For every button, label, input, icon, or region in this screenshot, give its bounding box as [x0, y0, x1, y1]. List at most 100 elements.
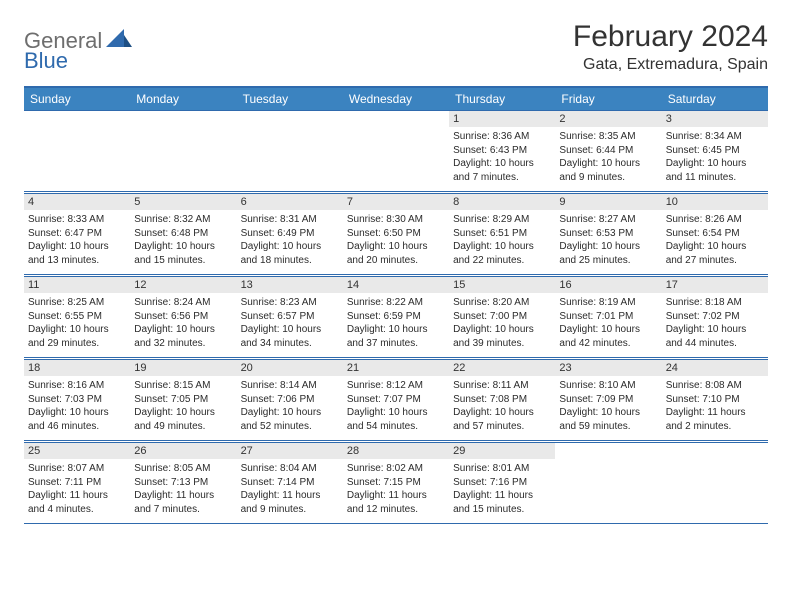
sunrise-text: Sunrise: 8:12 AM: [347, 379, 445, 393]
day-cell: 13Sunrise: 8:23 AMSunset: 6:57 PMDayligh…: [237, 277, 343, 357]
day-number: 6: [237, 194, 343, 210]
day-number: 11: [24, 277, 130, 293]
day-cell: 18Sunrise: 8:16 AMSunset: 7:03 PMDayligh…: [24, 360, 130, 440]
sunset-text: Sunset: 6:57 PM: [241, 310, 339, 324]
day-body: Sunrise: 8:34 AMSunset: 6:45 PMDaylight:…: [662, 127, 768, 190]
sunrise-text: Sunrise: 8:01 AM: [453, 462, 551, 476]
day-body: Sunrise: 8:32 AMSunset: 6:48 PMDaylight:…: [130, 210, 236, 273]
sunset-text: Sunset: 7:08 PM: [453, 393, 551, 407]
daylight-text: Daylight: 10 hours and 29 minutes.: [28, 323, 126, 350]
day-cell: 1Sunrise: 8:36 AMSunset: 6:43 PMDaylight…: [449, 111, 555, 191]
day-number: 7: [343, 194, 449, 210]
sunset-text: Sunset: 6:55 PM: [28, 310, 126, 324]
day-number: 13: [237, 277, 343, 293]
sunrise-text: Sunrise: 8:02 AM: [347, 462, 445, 476]
day-body: Sunrise: 8:12 AMSunset: 7:07 PMDaylight:…: [343, 376, 449, 439]
sunset-text: Sunset: 7:11 PM: [28, 476, 126, 490]
day-cell: 11Sunrise: 8:25 AMSunset: 6:55 PMDayligh…: [24, 277, 130, 357]
sunset-text: Sunset: 7:06 PM: [241, 393, 339, 407]
sunset-text: Sunset: 7:15 PM: [347, 476, 445, 490]
logo-triangle-icon: [106, 29, 132, 54]
sunset-text: Sunset: 7:09 PM: [559, 393, 657, 407]
daylight-text: Daylight: 10 hours and 9 minutes.: [559, 157, 657, 184]
sunrise-text: Sunrise: 8:08 AM: [666, 379, 764, 393]
sunrise-text: Sunrise: 8:10 AM: [559, 379, 657, 393]
sunset-text: Sunset: 7:03 PM: [28, 393, 126, 407]
sunset-text: Sunset: 6:43 PM: [453, 144, 551, 158]
day-cell: 26Sunrise: 8:05 AMSunset: 7:13 PMDayligh…: [130, 443, 236, 523]
daylight-text: Daylight: 10 hours and 11 minutes.: [666, 157, 764, 184]
day-number: 29: [449, 443, 555, 459]
daylight-text: Daylight: 10 hours and 46 minutes.: [28, 406, 126, 433]
page-title: February 2024: [573, 20, 768, 54]
sunrise-text: Sunrise: 8:24 AM: [134, 296, 232, 310]
day-body: Sunrise: 8:35 AMSunset: 6:44 PMDaylight:…: [555, 127, 661, 190]
day-number: [343, 111, 449, 127]
day-cell: 9Sunrise: 8:27 AMSunset: 6:53 PMDaylight…: [555, 194, 661, 274]
location-subtitle: Gata, Extremadura, Spain: [573, 56, 768, 74]
day-cell: 2Sunrise: 8:35 AMSunset: 6:44 PMDaylight…: [555, 111, 661, 191]
day-cell: 20Sunrise: 8:14 AMSunset: 7:06 PMDayligh…: [237, 360, 343, 440]
day-body: Sunrise: 8:31 AMSunset: 6:49 PMDaylight:…: [237, 210, 343, 273]
sunrise-text: Sunrise: 8:29 AM: [453, 213, 551, 227]
day-body: Sunrise: 8:24 AMSunset: 6:56 PMDaylight:…: [130, 293, 236, 356]
sunrise-text: Sunrise: 8:07 AM: [28, 462, 126, 476]
day-cell: 3Sunrise: 8:34 AMSunset: 6:45 PMDaylight…: [662, 111, 768, 191]
sunset-text: Sunset: 7:13 PM: [134, 476, 232, 490]
daylight-text: Daylight: 10 hours and 42 minutes.: [559, 323, 657, 350]
day-number: 25: [24, 443, 130, 459]
sunset-text: Sunset: 6:49 PM: [241, 227, 339, 241]
daylight-text: Daylight: 10 hours and 13 minutes.: [28, 240, 126, 267]
daylight-text: Daylight: 10 hours and 49 minutes.: [134, 406, 232, 433]
day-number: 10: [662, 194, 768, 210]
sunset-text: Sunset: 7:02 PM: [666, 310, 764, 324]
day-cell: 25Sunrise: 8:07 AMSunset: 7:11 PMDayligh…: [24, 443, 130, 523]
day-number: 21: [343, 360, 449, 376]
day-cell: 29Sunrise: 8:01 AMSunset: 7:16 PMDayligh…: [449, 443, 555, 523]
day-cell: 4Sunrise: 8:33 AMSunset: 6:47 PMDaylight…: [24, 194, 130, 274]
day-body: Sunrise: 8:11 AMSunset: 7:08 PMDaylight:…: [449, 376, 555, 439]
day-cell: [343, 111, 449, 191]
sunset-text: Sunset: 7:14 PM: [241, 476, 339, 490]
sunset-text: Sunset: 6:48 PM: [134, 227, 232, 241]
sunset-text: Sunset: 7:05 PM: [134, 393, 232, 407]
day-cell: [24, 111, 130, 191]
daylight-text: Daylight: 10 hours and 34 minutes.: [241, 323, 339, 350]
daylight-text: Daylight: 10 hours and 22 minutes.: [453, 240, 551, 267]
day-cell: 27Sunrise: 8:04 AMSunset: 7:14 PMDayligh…: [237, 443, 343, 523]
sunrise-text: Sunrise: 8:23 AM: [241, 296, 339, 310]
day-body: Sunrise: 8:26 AMSunset: 6:54 PMDaylight:…: [662, 210, 768, 273]
day-number: 2: [555, 111, 661, 127]
day-cell: 12Sunrise: 8:24 AMSunset: 6:56 PMDayligh…: [130, 277, 236, 357]
daylight-text: Daylight: 10 hours and 20 minutes.: [347, 240, 445, 267]
day-body: Sunrise: 8:08 AMSunset: 7:10 PMDaylight:…: [662, 376, 768, 439]
sunrise-text: Sunrise: 8:35 AM: [559, 130, 657, 144]
day-number: 1: [449, 111, 555, 127]
day-cell: 23Sunrise: 8:10 AMSunset: 7:09 PMDayligh…: [555, 360, 661, 440]
day-number: [237, 111, 343, 127]
day-body: Sunrise: 8:23 AMSunset: 6:57 PMDaylight:…: [237, 293, 343, 356]
daylight-text: Daylight: 10 hours and 59 minutes.: [559, 406, 657, 433]
daylight-text: Daylight: 10 hours and 52 minutes.: [241, 406, 339, 433]
day-body: Sunrise: 8:07 AMSunset: 7:11 PMDaylight:…: [24, 459, 130, 522]
sunrise-text: Sunrise: 8:27 AM: [559, 213, 657, 227]
day-body: Sunrise: 8:29 AMSunset: 6:51 PMDaylight:…: [449, 210, 555, 273]
weekday-header: Wednesday: [343, 88, 449, 110]
sunrise-text: Sunrise: 8:26 AM: [666, 213, 764, 227]
day-body: Sunrise: 8:14 AMSunset: 7:06 PMDaylight:…: [237, 376, 343, 439]
sunrise-text: Sunrise: 8:04 AM: [241, 462, 339, 476]
week-row: 11Sunrise: 8:25 AMSunset: 6:55 PMDayligh…: [24, 276, 768, 358]
day-body: Sunrise: 8:27 AMSunset: 6:53 PMDaylight:…: [555, 210, 661, 273]
day-cell: 16Sunrise: 8:19 AMSunset: 7:01 PMDayligh…: [555, 277, 661, 357]
day-cell: 5Sunrise: 8:32 AMSunset: 6:48 PMDaylight…: [130, 194, 236, 274]
weekday-header: Saturday: [662, 88, 768, 110]
day-cell: 10Sunrise: 8:26 AMSunset: 6:54 PMDayligh…: [662, 194, 768, 274]
day-body: Sunrise: 8:02 AMSunset: 7:15 PMDaylight:…: [343, 459, 449, 522]
day-number: [24, 111, 130, 127]
daylight-text: Daylight: 10 hours and 27 minutes.: [666, 240, 764, 267]
weekday-header: Thursday: [449, 88, 555, 110]
day-cell: [237, 111, 343, 191]
sunset-text: Sunset: 6:54 PM: [666, 227, 764, 241]
calendar-page: General February 2024 Gata, Extremadura,…: [0, 0, 792, 545]
sunset-text: Sunset: 7:10 PM: [666, 393, 764, 407]
